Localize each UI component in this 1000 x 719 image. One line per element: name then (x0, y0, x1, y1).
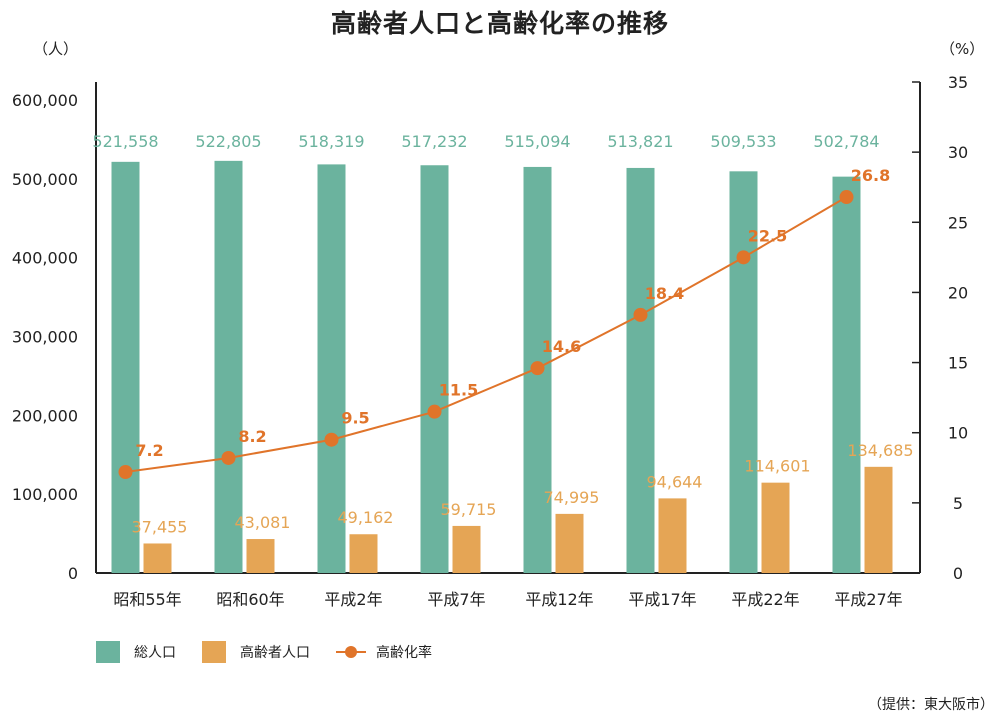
rate-point (736, 250, 751, 265)
right-axis-unit: （%） (940, 40, 985, 58)
chart-title: 高齢者人口と高齢化率の推移 (330, 9, 669, 38)
label-rate: 26.8 (851, 166, 890, 185)
bar-elderly (658, 498, 687, 573)
label-total: 509,533 (710, 132, 776, 151)
right-tick-label: 0 (953, 564, 963, 583)
left-tick-label: 400,000 (12, 249, 78, 268)
right-tick-label: 30 (948, 143, 968, 162)
x-tick-label: 平成2年 (324, 590, 382, 609)
label-elderly: 114,601 (744, 457, 810, 476)
rate-point (118, 464, 133, 479)
bar-total (626, 167, 655, 573)
left-tick-label: 100,000 (12, 485, 78, 504)
right-tick-label: 10 (948, 424, 968, 443)
right-tick-label: 20 (948, 283, 968, 302)
x-tick-label: 昭和55年 (113, 590, 181, 609)
rate-point (839, 190, 854, 205)
legend-swatch-rate (336, 641, 366, 663)
bar-total (317, 164, 346, 574)
bar-elderly (143, 543, 172, 573)
right-tick-label: 15 (948, 354, 968, 373)
rate-line (125, 196, 848, 473)
label-elderly: 94,644 (647, 472, 703, 491)
label-elderly: 59,715 (441, 500, 497, 519)
label-rate: 11.5 (439, 381, 478, 400)
label-rate: 22.5 (748, 226, 787, 245)
x-tick-label: 平成22年 (731, 590, 799, 609)
rate-point (427, 404, 442, 419)
label-rate: 8.2 (238, 427, 266, 446)
left-tick-label: 200,000 (12, 406, 78, 425)
legend-label-elderly: 高齢者人口 (240, 645, 310, 661)
x-tick-label: 平成27年 (834, 590, 902, 609)
label-elderly: 134,685 (847, 441, 913, 460)
rate-point (530, 361, 545, 376)
legend-label-total: 総人口 (134, 645, 176, 661)
bar-elderly (761, 482, 790, 573)
bar-elderly (864, 466, 893, 573)
label-rate: 7.2 (135, 441, 163, 460)
rate-point (324, 432, 339, 447)
legend-label-rate: 高齢化率 (376, 645, 432, 661)
right-tick-label: 35 (948, 73, 968, 92)
label-elderly: 74,995 (544, 488, 600, 507)
label-elderly: 43,081 (235, 513, 291, 532)
label-rate: 14.6 (542, 337, 581, 356)
label-total: 517,232 (401, 132, 467, 151)
legend-item-rate: 高齢化率 (336, 641, 432, 663)
label-total: 518,319 (298, 132, 364, 151)
x-tick-label: 平成17年 (628, 590, 696, 609)
source-note: （提供：東大阪市） (868, 697, 994, 713)
x-tick-label: 昭和60年 (216, 590, 284, 609)
bar-elderly (555, 513, 584, 573)
legend-item-total: 総人口 (96, 641, 176, 663)
chart-legend: 総人口 高齢者人口 高齢化率 (96, 641, 458, 663)
legend-swatch-total (96, 641, 120, 663)
bar-total (420, 165, 449, 573)
label-total: 513,821 (607, 132, 673, 151)
left-tick-label: 0 (68, 564, 78, 583)
label-total: 521,558 (92, 132, 158, 151)
legend-swatch-elderly (202, 641, 226, 663)
label-elderly: 49,162 (338, 508, 394, 527)
bar-elderly (246, 539, 275, 573)
bar-total (111, 161, 140, 573)
bar-elderly (349, 534, 378, 573)
rate-point (633, 307, 648, 322)
label-total: 515,094 (504, 132, 570, 151)
label-total: 522,805 (195, 132, 261, 151)
x-tick-label: 平成7年 (427, 590, 485, 609)
bar-total (214, 160, 243, 573)
x-tick-label: 平成12年 (525, 590, 593, 609)
label-elderly: 37,455 (132, 517, 188, 536)
right-tick-label: 25 (948, 213, 968, 232)
label-rate: 9.5 (341, 409, 369, 428)
right-tick-label: 5 (953, 494, 963, 513)
label-total: 502,784 (813, 132, 879, 151)
rate-point (221, 450, 236, 465)
left-tick-label: 300,000 (12, 328, 78, 347)
bar-total (729, 171, 758, 573)
left-tick-label: 600,000 (12, 91, 78, 110)
legend-item-elderly: 高齢者人口 (202, 641, 310, 663)
bar-elderly (452, 525, 481, 573)
label-rate: 18.4 (645, 284, 684, 303)
left-tick-label: 500,000 (12, 170, 78, 189)
bar-total (832, 176, 861, 573)
left-axis-unit: （人） (33, 40, 79, 58)
